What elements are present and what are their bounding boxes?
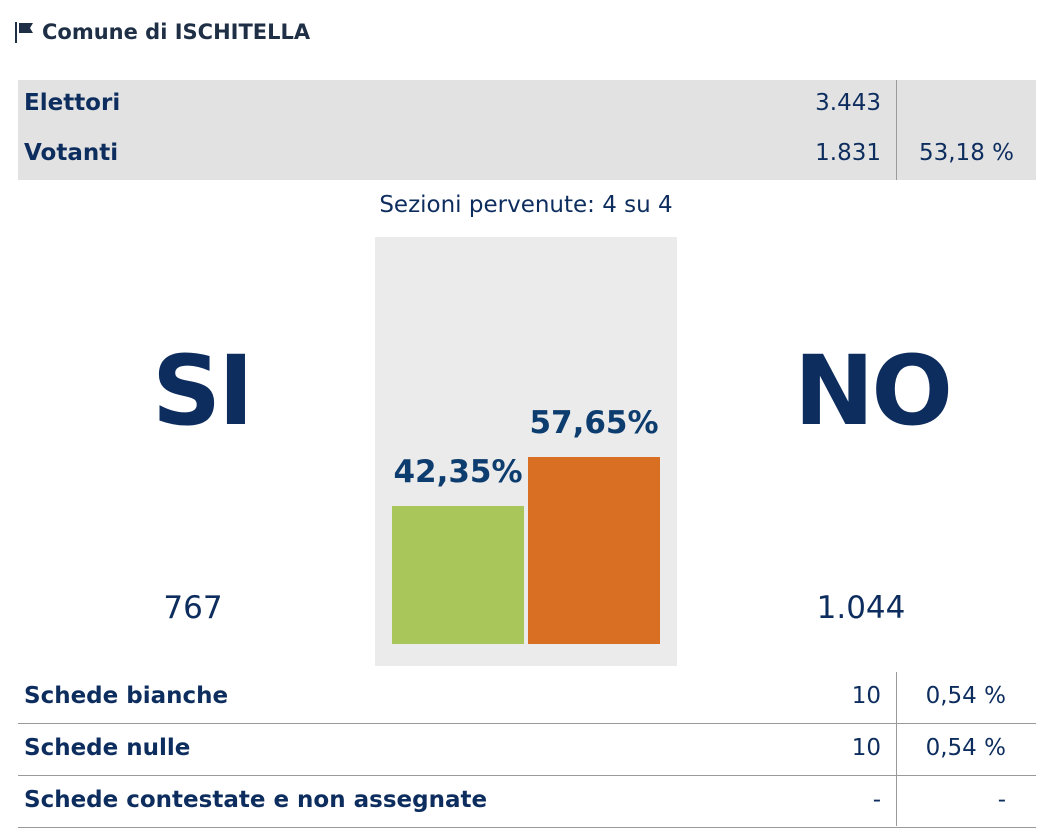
schede-divider [896, 672, 897, 826]
comune-title: Comune di ISCHITELLA [42, 20, 311, 44]
summary-table: Elettori 3.443 Votanti 1.831 53,18 % [18, 80, 1036, 180]
elettori-value: 3.443 [815, 90, 881, 116]
votanti-label: Votanti [24, 140, 119, 166]
summary-divider [896, 80, 897, 180]
elettori-row: Elettori 3.443 [18, 80, 1036, 130]
sezioni-pervenute: Sezioni pervenute: 4 su 4 [379, 192, 673, 218]
schede-nulle-label: Schede nulle [24, 735, 191, 761]
schede-bianche-pct: 0,54 % [925, 683, 1006, 709]
si-bar [392, 506, 524, 644]
flag-icon [14, 20, 36, 44]
schede-nulle-value: 10 [851, 735, 881, 761]
votanti-row: Votanti 1.831 53,18 % [18, 130, 1036, 180]
si-count: 767 [163, 590, 223, 626]
comune-header: Comune di ISCHITELLA [14, 17, 310, 47]
schede-bianche-value: 10 [851, 683, 881, 709]
schede-nulle-pct: 0,54 % [925, 735, 1006, 761]
si-label: SI [152, 335, 254, 447]
no-count: 1.044 [816, 590, 906, 626]
schede-bianche-label: Schede bianche [24, 683, 229, 709]
schede-contestate-label: Schede contestate e non assegnate [24, 787, 488, 813]
schede-contestate-pct: - [997, 787, 1006, 813]
votanti-pct: 53,18 % [918, 140, 1014, 166]
schede-contestate-row: Schede contestate e non assegnate - - [18, 776, 1036, 828]
no-percent-label: 57,65% [529, 404, 659, 441]
elettori-label: Elettori [24, 90, 121, 116]
si-percent-label: 42,35% [393, 454, 523, 491]
no-label: NO [794, 335, 953, 447]
schede-nulle-row: Schede nulle 10 0,54 % [18, 724, 1036, 776]
schede-bianche-row: Schede bianche 10 0,54 % [18, 672, 1036, 724]
results-chart: 42,35% 57,65% [375, 237, 677, 666]
schede-contestate-value: - [872, 787, 881, 813]
no-bar [528, 456, 660, 644]
votanti-value: 1.831 [815, 140, 881, 166]
schede-table: Schede bianche 10 0,54 % Schede nulle 10… [18, 672, 1036, 828]
